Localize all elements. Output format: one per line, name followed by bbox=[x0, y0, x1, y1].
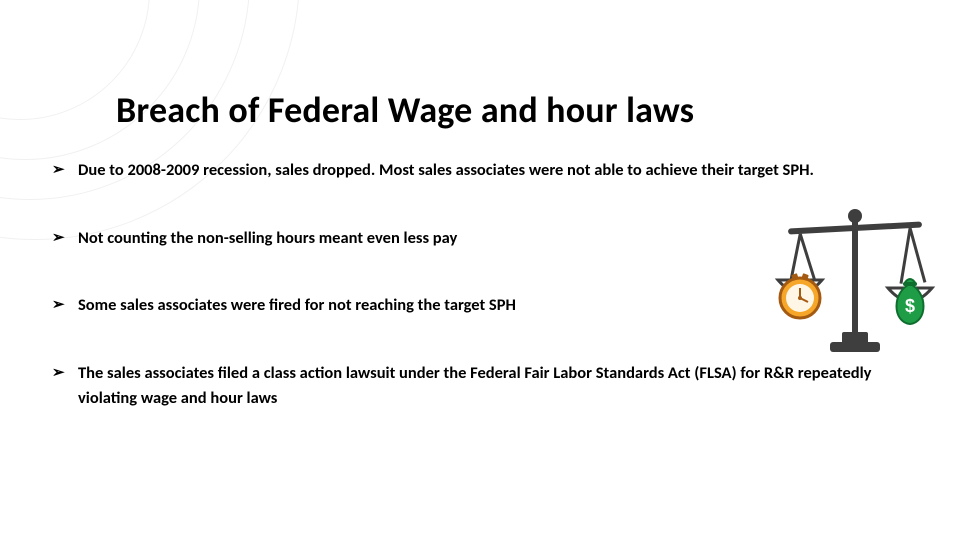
bullet-text: The sales associates filed a class actio… bbox=[78, 363, 871, 409]
bullet-text: Due to 2008-2009 recession, sales droppe… bbox=[78, 160, 814, 180]
balance-scale-icon: $ bbox=[770, 194, 940, 354]
bullet-item: ➢ The sales associates filed a class act… bbox=[48, 361, 928, 412]
bullet-arrow-icon: ➢ bbox=[52, 227, 65, 250]
bullet-text: Not counting the non-selling hours meant… bbox=[78, 228, 457, 248]
bullet-arrow-icon: ➢ bbox=[52, 362, 65, 385]
money-bag-icon: $ bbox=[897, 279, 924, 324]
bullet-arrow-icon: ➢ bbox=[52, 159, 65, 182]
bullet-text: Some sales associates were fired for not… bbox=[78, 295, 516, 315]
slide-title: Breach of Federal Wage and hour laws bbox=[116, 88, 694, 132]
balance-scale-illustration: $ bbox=[770, 194, 940, 354]
svg-text:$: $ bbox=[905, 296, 915, 316]
bullet-item: ➢ Due to 2008-2009 recession, sales drop… bbox=[48, 158, 928, 184]
bullet-arrow-icon: ➢ bbox=[52, 294, 65, 317]
